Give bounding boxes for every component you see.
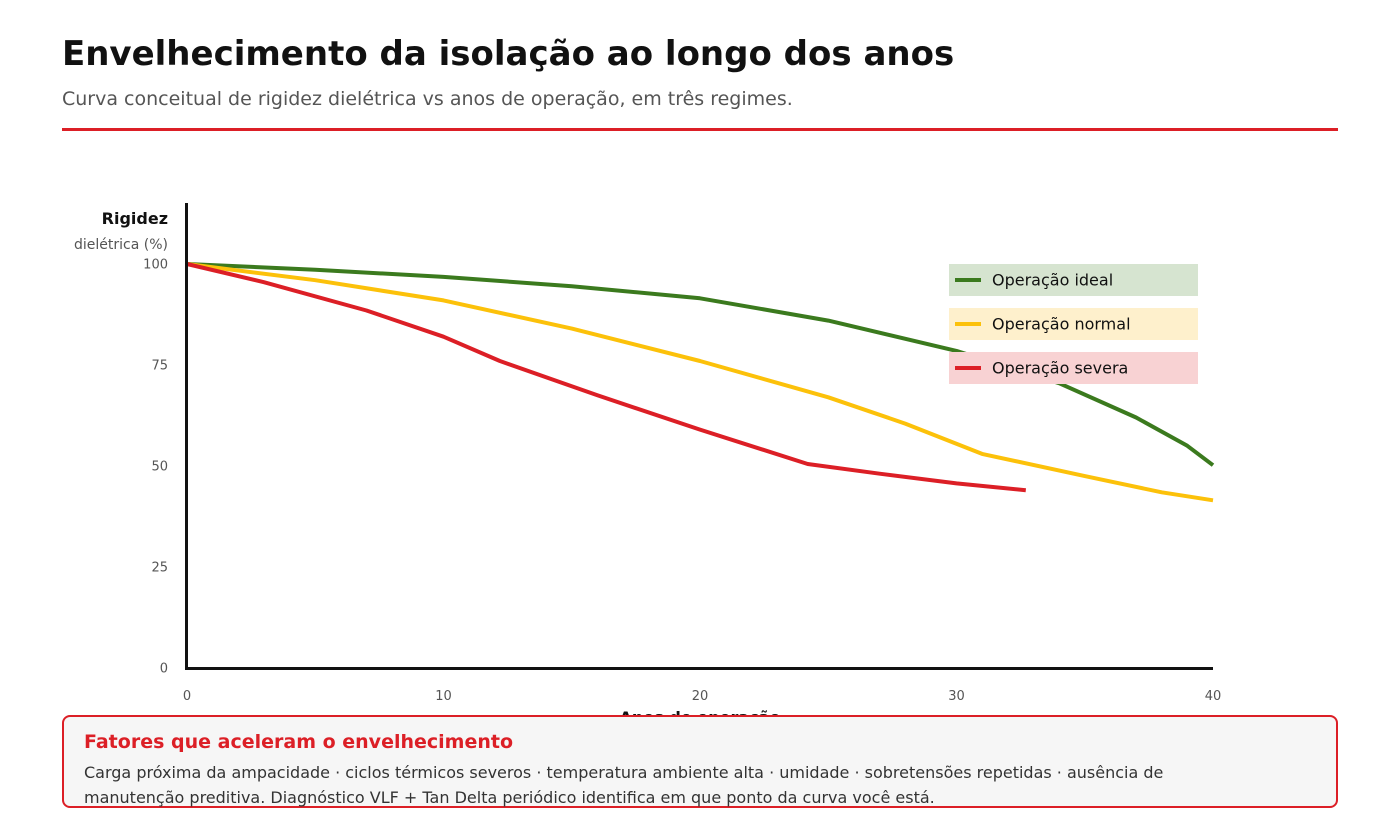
y-axis-subtitle: dielétrica (%) [74,237,168,253]
y-tick-label: 100 [143,258,168,273]
y-tick-labels: 0 25 50 75 100 [143,258,168,677]
legend-item-bg [949,264,1198,296]
info-box: Fatores que aceleram o envelhecimento Ca… [62,715,1338,808]
legend-label: Operação ideal [992,271,1113,290]
x-tick-label: 10 [435,689,452,704]
title-divider [62,128,1338,131]
x-tick-label: 40 [1205,689,1222,704]
x-tick-label: 20 [692,689,709,704]
page-title: Envelhecimento da isolação ao longo dos … [62,34,955,74]
legend-label: Operação severa [992,359,1128,378]
legend-item-operacao-severa: Operação severa [949,352,1198,384]
y-tick-label: 25 [151,561,168,576]
plot-lines [186,262,1215,503]
legend-item-operacao-ideal: Operação ideal [949,264,1198,296]
x-tick-labels: 0 10 20 30 40 [183,689,1221,704]
y-tick-label: 0 [160,662,168,677]
x-tick-label: 30 [948,689,965,704]
legend-item-bg [949,352,1198,384]
series-line-operacao-ideal [186,262,1215,467]
x-tick-label: 0 [183,689,191,704]
y-tick-label: 50 [151,460,168,475]
legend-item-operacao-normal: Operação normal [949,308,1198,340]
info-box-title: Fatores que aceleram o envelhecimento [84,731,514,753]
y-tick-label: 75 [151,359,168,374]
axes [185,203,1213,670]
legend-label: Operação normal [992,315,1131,334]
chart-legend: Operação ideal Operação normal Operação se… [949,264,1198,384]
series-line-operacao-severa [186,262,1026,493]
page-subtitle: Curva conceitual de rigidez dielétrica v… [62,88,793,110]
y-axis-title: Rigidez [102,209,168,228]
series-line-operacao-normal [186,262,1214,503]
info-box-text: Carga próxima da ampacidade · ciclos tér… [84,763,1164,807]
legend-item-bg [949,308,1198,340]
